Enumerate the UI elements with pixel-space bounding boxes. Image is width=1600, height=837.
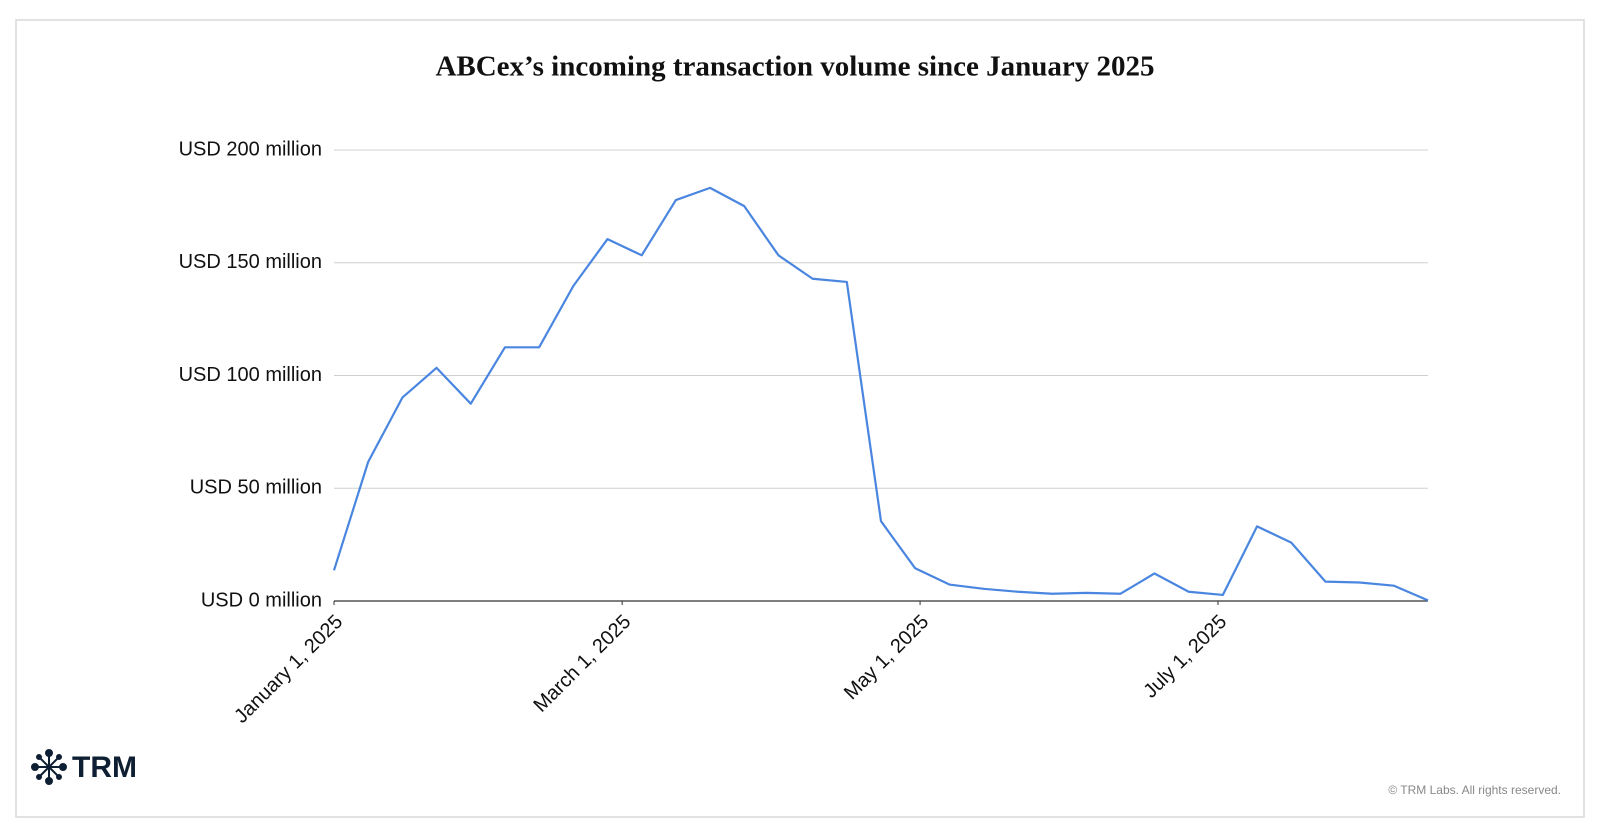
logo-text: TRM	[72, 751, 137, 784]
y-tick-label: USD 0 million	[201, 589, 322, 611]
y-tick-label: USD 50 million	[190, 477, 322, 499]
copyright: © TRM Labs. All rights reserved.	[1388, 783, 1561, 797]
frame	[15, 19, 1585, 818]
line	[332, 186, 1429, 602]
logo-icon	[31, 749, 67, 785]
y-tick-label: USD 100 million	[179, 364, 322, 386]
y-tick-label: USD 150 million	[179, 251, 322, 273]
y-tick-label: USD 200 million	[179, 138, 322, 160]
chart-title: ABCex’s incoming transaction volume sinc…	[435, 51, 1154, 83]
